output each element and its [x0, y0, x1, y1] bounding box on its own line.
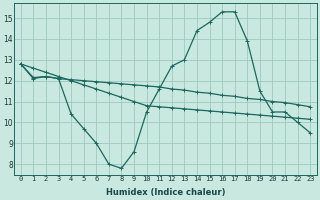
X-axis label: Humidex (Indice chaleur): Humidex (Indice chaleur) [106, 188, 225, 197]
